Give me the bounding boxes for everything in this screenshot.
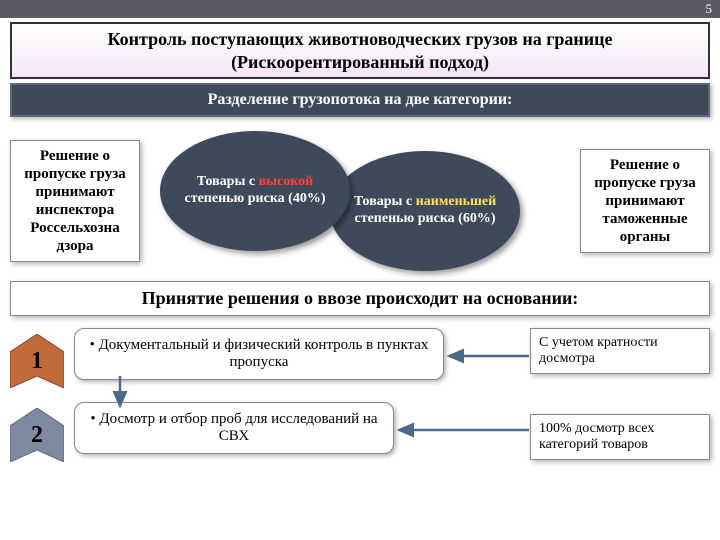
note-box-1: С учетом кратности досмотра [530,328,710,374]
high-risk-pre: Товары с [197,174,255,189]
ribbon-2-number: 2 [31,422,43,449]
left-decision-box: Решение о пропуске груза принимают инспе… [10,140,140,262]
low-risk-post: степенью риска (60%) [355,211,496,226]
ribbon-1-number: 1 [31,348,43,375]
top-bar: 5 [0,0,720,18]
ellipses-container: Товары с высокой степенью риска (40%) То… [150,131,570,271]
high-risk-word: высокой [259,174,314,189]
high-risk-post: степенью риска (40%) [185,191,326,206]
section-basis-title: Принятие решения о ввозе происходит на о… [10,281,710,316]
low-risk-word: наименьшей [416,194,496,209]
ribbon-2: 2 [10,408,64,462]
bullet-box-2: • Досмотр и отбор проб для исследований … [74,402,394,454]
low-risk-ellipse: Товары с наименьшей степенью риска (60%) [330,151,520,271]
bottom-area: 1 2 • Документальный и физический контро… [10,324,710,474]
ribbon-1: 1 [10,334,64,388]
bullet-box-1: • Документальный и физический контроль в… [74,328,444,380]
categories-row: Решение о пропуске груза принимают инспе… [10,131,710,271]
note-box-2: 100% досмотр всех категорий товаров [530,414,710,460]
right-decision-box: Решение о пропуске груза принимают тамож… [580,149,710,253]
high-risk-ellipse: Товары с высокой степенью риска (40%) [160,131,350,251]
arrow-note2-to-bullet2 [394,420,534,440]
low-risk-pre: Товары с [354,194,412,209]
subtitle-bar: Разделение грузопотока на две категории: [10,83,710,117]
page-number: 5 [706,0,713,18]
arrow-note1-to-bullet1 [444,346,534,366]
main-title: Контроль поступающих животноводческих гр… [10,22,710,79]
